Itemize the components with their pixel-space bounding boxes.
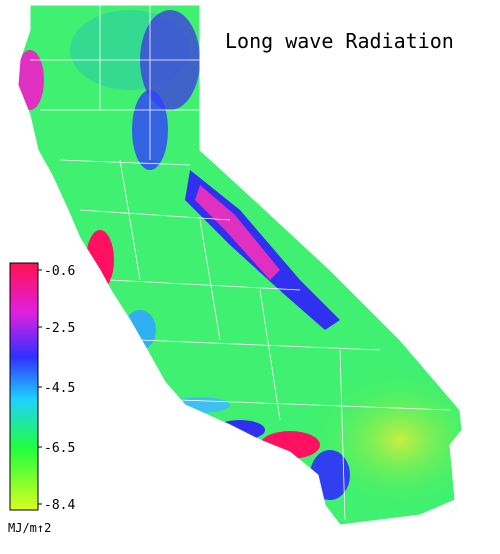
colorbar-tick-label: -4.5 xyxy=(44,381,75,396)
colorbar-tick-label: -6.5 xyxy=(44,441,75,456)
colorbar xyxy=(9,262,39,511)
colorbar-tick-label: -8.4 xyxy=(44,498,75,513)
map-title: Long wave Radiation xyxy=(225,29,454,53)
colorbar-unit: MJ/m↑2 xyxy=(8,521,51,535)
state-border xyxy=(17,4,463,526)
county-lines xyxy=(30,5,451,521)
colorbar-tick-label: -2.5 xyxy=(44,321,75,336)
colorbar-tick-label: -0.6 xyxy=(44,264,75,279)
